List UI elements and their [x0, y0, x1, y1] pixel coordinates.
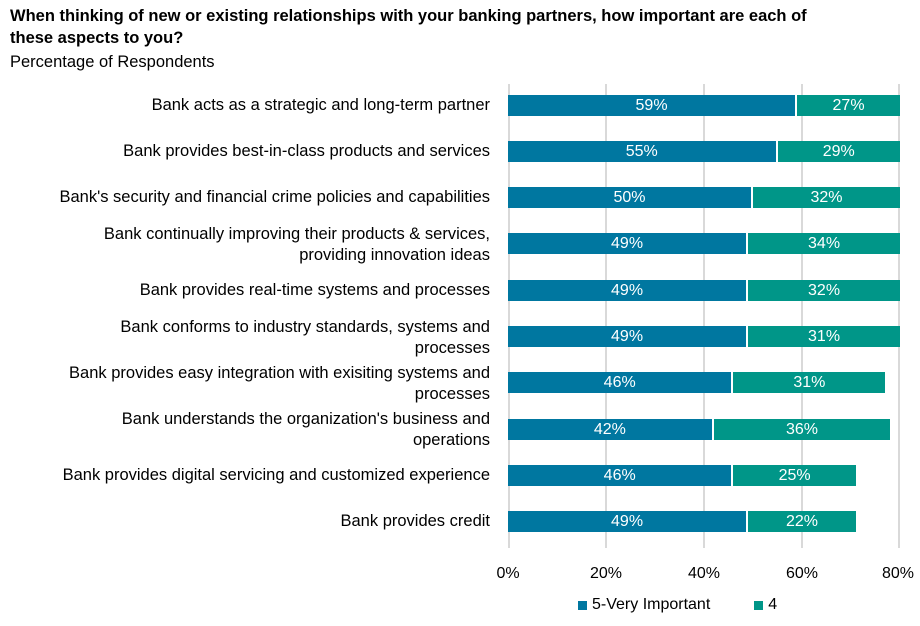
bar-segment-very-important[interactable]: 55% — [508, 140, 778, 162]
bar-segment-very-important[interactable]: 49% — [508, 279, 749, 301]
category-label-line: Bank provides easy integration with exis… — [69, 363, 490, 382]
bar-segment-very-important[interactable]: 49% — [508, 233, 749, 255]
bar-segment-4[interactable]: 34% — [748, 233, 900, 255]
bar-row: 59% 27% — [508, 94, 900, 116]
category-label-line: processes — [414, 384, 490, 403]
plot-area: 59% 27% 55% 29% 50% 32% 49% 34% 49% 32% 49% 31% 46% 3… — [508, 84, 900, 548]
category-label-line: Bank conforms to industry standards, sys… — [120, 317, 490, 336]
bar-row: 50% 32% — [508, 187, 900, 209]
bar-segment-4[interactable]: 36% — [713, 418, 891, 440]
bar-segment-4[interactable]: 31% — [748, 326, 900, 347]
category-label-line: providing innovation ideas — [299, 245, 490, 264]
legend: 5-Very Important 4 — [578, 596, 821, 614]
category-label: Bank provides best-in-class products and… — [0, 141, 490, 162]
bar-segment-very-important[interactable]: 46% — [508, 372, 734, 394]
bar-segment-4[interactable]: 31% — [733, 372, 886, 394]
gridline-0 — [508, 84, 510, 548]
gridline-20 — [605, 84, 607, 548]
gridline-40 — [703, 84, 705, 548]
bar-row: 55% 29% — [508, 140, 900, 162]
bar-segment-4[interactable]: 32% — [753, 187, 900, 209]
bar-segment-4[interactable]: 27% — [797, 94, 900, 116]
category-label: Bank understands the organization's busi… — [0, 409, 490, 451]
bar-row: 42% 36% — [508, 418, 900, 440]
category-label-line: processes — [414, 338, 490, 357]
legend-label: 5-Very Important — [592, 596, 711, 613]
category-label: Bank conforms to industry standards, sys… — [0, 317, 490, 359]
bar-row: 49% 22% — [508, 511, 900, 533]
bar-segment-4[interactable]: 25% — [733, 464, 856, 486]
x-tick: 60% — [785, 565, 819, 582]
x-tick: 40% — [687, 565, 721, 582]
legend-swatch-icon — [578, 600, 587, 610]
gridline-80 — [898, 84, 900, 548]
bar-row: 49% 34% — [508, 233, 900, 255]
bar-row: 46% 25% — [508, 464, 900, 486]
bar-segment-4[interactable]: 22% — [748, 511, 856, 533]
category-label-line: operations — [412, 431, 490, 450]
bar-segment-very-important[interactable]: 49% — [508, 326, 749, 347]
legend-label: 4 — [768, 596, 778, 613]
category-label-line: Bank understands the organization's busi… — [121, 410, 490, 429]
legend-swatch-icon — [754, 600, 764, 610]
x-tick: 20% — [589, 565, 623, 582]
category-label-line: Bank provides best-in-class products and… — [123, 141, 490, 160]
x-tick: 80% — [881, 565, 915, 582]
bar-row: 49% 32% — [508, 279, 900, 301]
category-label: Bank provides credit — [0, 511, 491, 532]
x-tick: 0% — [496, 565, 520, 582]
chart-subtitle: Percentage of Respondents — [10, 53, 215, 71]
gridline-60 — [801, 84, 803, 548]
bar-segment-very-important[interactable]: 50% — [508, 187, 753, 209]
bar-segment-4[interactable]: 32% — [748, 279, 900, 301]
category-label: Bank provides digital servicing and cust… — [0, 465, 490, 486]
category-label: Bank's security and financial crime poli… — [0, 187, 490, 208]
bar-segment-very-important[interactable]: 49% — [508, 511, 749, 533]
category-label: Bank acts as a strategic and long-term p… — [0, 95, 490, 116]
legend-item-very-important[interactable]: 5-Very Important — [578, 596, 710, 614]
category-label-line: Bank provides real-time systems and proc… — [139, 280, 490, 299]
bar-segment-very-important[interactable]: 46% — [508, 464, 734, 486]
bar-segment-4[interactable]: 29% — [777, 140, 900, 162]
category-label: Bank provides easy integration with exis… — [0, 363, 490, 405]
bar-row: 49% 31% — [508, 326, 900, 347]
category-label: Bank provides real-time systems and proc… — [0, 280, 490, 301]
bar-segment-very-important[interactable]: 42% — [508, 418, 714, 440]
bar-row: 46% 31% — [508, 372, 900, 394]
category-label-line: Bank continually improving their product… — [103, 224, 490, 243]
category-label-line: Bank provides credit — [340, 512, 491, 531]
category-label-line: Bank acts as a strategic and long-term p… — [151, 95, 490, 114]
category-label: Bank continually improving their product… — [0, 224, 490, 266]
category-label-line: Bank provides digital servicing and cust… — [62, 465, 490, 484]
category-label-line: Bank's security and financial crime poli… — [59, 188, 490, 207]
legend-item-4[interactable]: 4 — [754, 596, 777, 614]
bar-segment-very-important[interactable]: 59% — [508, 94, 798, 116]
chart-title: When thinking of new or existing relatio… — [10, 7, 807, 47]
